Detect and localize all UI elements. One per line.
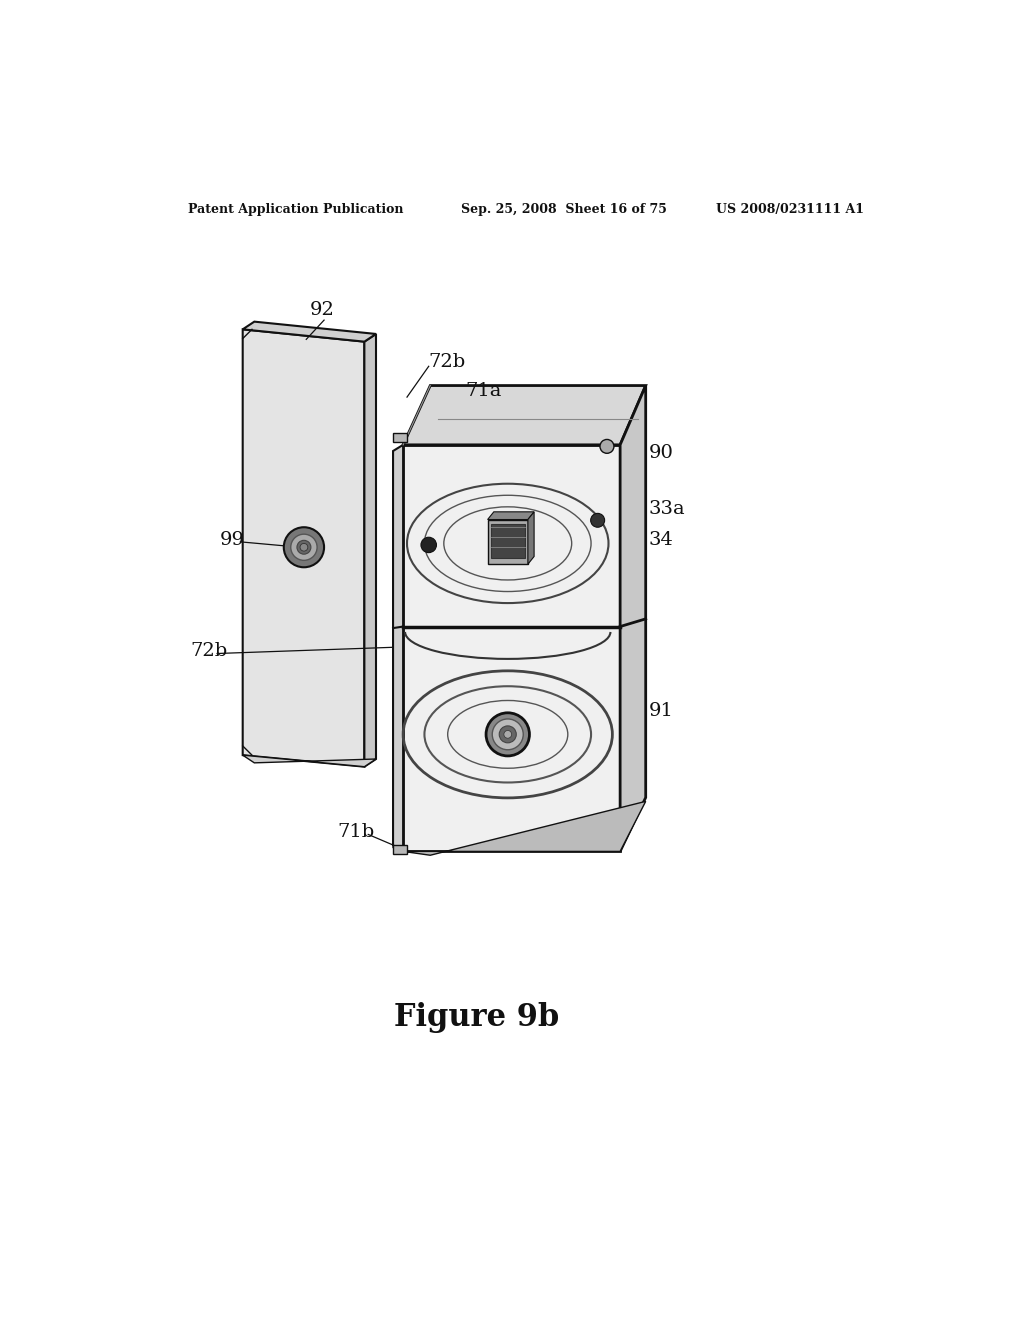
- Polygon shape: [393, 845, 407, 854]
- Circle shape: [591, 513, 604, 527]
- Circle shape: [300, 544, 308, 552]
- Text: 90: 90: [649, 444, 674, 462]
- Circle shape: [600, 440, 614, 453]
- Bar: [490, 524, 524, 558]
- Text: 92: 92: [310, 301, 335, 318]
- Text: US 2008/0231111 A1: US 2008/0231111 A1: [716, 203, 864, 216]
- Polygon shape: [403, 801, 646, 855]
- Polygon shape: [403, 445, 621, 851]
- Text: 91: 91: [649, 702, 674, 721]
- Circle shape: [493, 719, 523, 750]
- Text: 71a: 71a: [465, 381, 502, 400]
- Text: 72b: 72b: [429, 354, 466, 371]
- Text: 71b: 71b: [337, 824, 375, 841]
- Polygon shape: [528, 512, 535, 564]
- Circle shape: [421, 537, 436, 553]
- Polygon shape: [403, 385, 646, 445]
- Circle shape: [284, 527, 324, 568]
- Circle shape: [297, 540, 311, 554]
- Polygon shape: [393, 445, 403, 851]
- Bar: [487, 520, 528, 564]
- Polygon shape: [393, 845, 403, 854]
- Circle shape: [291, 535, 317, 561]
- Polygon shape: [621, 385, 646, 851]
- Circle shape: [486, 713, 529, 756]
- Polygon shape: [243, 322, 376, 342]
- Text: 33a: 33a: [649, 500, 685, 517]
- Text: 99: 99: [219, 531, 245, 549]
- Polygon shape: [243, 755, 376, 767]
- Text: Figure 9b: Figure 9b: [394, 1002, 559, 1032]
- Polygon shape: [487, 512, 535, 520]
- Polygon shape: [393, 433, 407, 442]
- Text: 72b: 72b: [190, 643, 227, 660]
- Text: Patent Application Publication: Patent Application Publication: [188, 203, 403, 216]
- Text: 34: 34: [649, 531, 674, 549]
- Circle shape: [504, 730, 512, 738]
- Text: Sep. 25, 2008  Sheet 16 of 75: Sep. 25, 2008 Sheet 16 of 75: [461, 203, 667, 216]
- Polygon shape: [365, 334, 376, 767]
- Polygon shape: [243, 330, 365, 767]
- Circle shape: [500, 726, 516, 743]
